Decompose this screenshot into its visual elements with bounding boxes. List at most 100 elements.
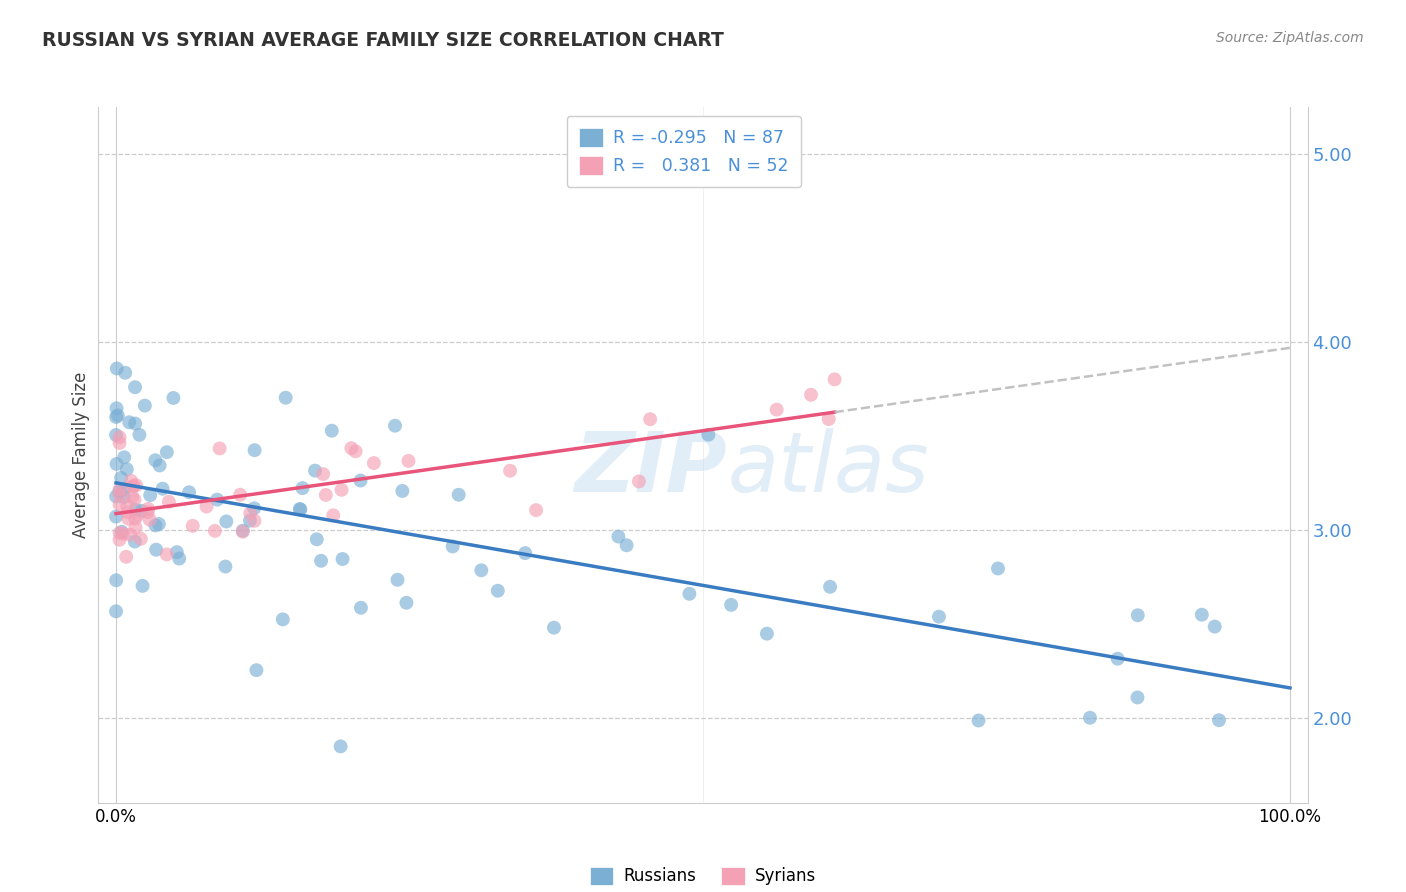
Point <box>1208 713 1230 727</box>
Point <box>110 471 132 485</box>
Point <box>387 573 409 587</box>
Point <box>152 482 174 496</box>
Legend: Russians, Syrians: Russians, Syrians <box>583 860 823 892</box>
Point <box>111 524 134 539</box>
Point <box>928 609 950 624</box>
Point <box>208 442 231 456</box>
Point <box>215 515 238 529</box>
Point <box>156 445 179 459</box>
Point <box>322 508 344 523</box>
Point <box>205 492 228 507</box>
Point <box>344 444 367 458</box>
Point <box>120 474 142 488</box>
Point <box>108 533 131 547</box>
Point <box>136 505 159 519</box>
Point <box>332 552 354 566</box>
Point <box>108 430 131 444</box>
Point <box>148 516 170 531</box>
Point <box>288 502 311 516</box>
Point <box>108 487 131 501</box>
Point <box>305 533 328 547</box>
Point <box>243 514 266 528</box>
Point <box>131 504 153 518</box>
Point <box>108 525 131 540</box>
Point <box>108 497 131 511</box>
Point <box>232 524 254 539</box>
Text: atlas: atlas <box>727 428 929 509</box>
Point <box>755 626 778 640</box>
Point <box>128 427 150 442</box>
Point <box>122 479 145 493</box>
Point <box>131 579 153 593</box>
Text: ZIP: ZIP <box>575 428 727 509</box>
Point <box>124 511 146 525</box>
Point <box>350 600 373 615</box>
Point <box>330 483 353 497</box>
Point <box>245 663 267 677</box>
Point <box>1078 711 1101 725</box>
Point <box>117 512 139 526</box>
Point <box>398 454 420 468</box>
Point <box>232 524 254 538</box>
Text: RUSSIAN VS SYRIAN AVERAGE FAMILY SIZE CORRELATION CHART: RUSSIAN VS SYRIAN AVERAGE FAMILY SIZE CO… <box>42 31 724 50</box>
Point <box>447 488 470 502</box>
Point <box>120 527 142 541</box>
Point <box>105 574 128 588</box>
Point <box>987 561 1010 575</box>
Point <box>239 506 262 520</box>
Point <box>139 513 162 527</box>
Point <box>627 475 650 489</box>
Y-axis label: Average Family Size: Average Family Size <box>72 372 90 538</box>
Point <box>1126 690 1149 705</box>
Point <box>391 483 413 498</box>
Point <box>124 380 146 394</box>
Point <box>312 467 335 481</box>
Point <box>824 372 846 386</box>
Point <box>243 443 266 458</box>
Point <box>145 542 167 557</box>
Point <box>129 532 152 546</box>
Point <box>1191 607 1213 622</box>
Point <box>697 427 720 442</box>
Point <box>112 482 135 496</box>
Point <box>1204 619 1226 633</box>
Point <box>105 361 128 376</box>
Point <box>115 499 138 513</box>
Point <box>115 549 138 564</box>
Point <box>543 621 565 635</box>
Point <box>107 409 129 423</box>
Point <box>162 391 184 405</box>
Point <box>181 519 204 533</box>
Point <box>329 739 352 754</box>
Point <box>204 524 226 538</box>
Point <box>105 428 128 442</box>
Point <box>156 548 179 562</box>
Point <box>1107 651 1129 665</box>
Point <box>124 417 146 431</box>
Point <box>134 399 156 413</box>
Point <box>274 391 297 405</box>
Point <box>125 478 148 492</box>
Point <box>349 474 371 488</box>
Point <box>124 520 146 534</box>
Point <box>720 598 742 612</box>
Point <box>157 494 180 508</box>
Point <box>239 514 262 528</box>
Point <box>214 559 236 574</box>
Point <box>121 479 143 493</box>
Point <box>108 483 131 497</box>
Point <box>117 505 139 519</box>
Point <box>524 503 547 517</box>
Point <box>607 530 630 544</box>
Point <box>124 534 146 549</box>
Point <box>167 551 190 566</box>
Point <box>818 580 841 594</box>
Point <box>470 563 492 577</box>
Point <box>143 453 166 467</box>
Point <box>114 366 136 380</box>
Point <box>304 464 326 478</box>
Point <box>145 518 167 533</box>
Point <box>384 418 406 433</box>
Point <box>112 490 135 504</box>
Point <box>105 401 128 416</box>
